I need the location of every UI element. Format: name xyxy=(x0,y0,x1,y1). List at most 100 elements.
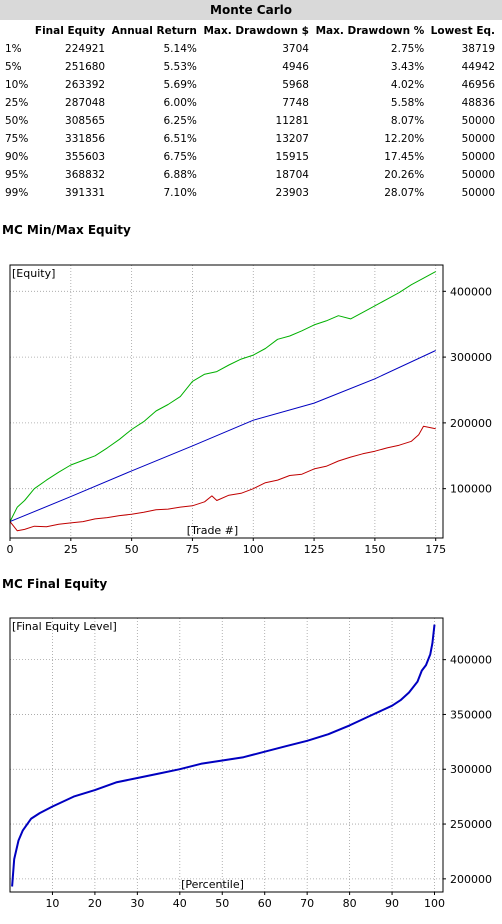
table-cell: 287048 xyxy=(65,97,106,109)
x-tick-label: 50 xyxy=(125,543,139,556)
table-row: 1% 224921 5.14% 3704 2.75% 38719 xyxy=(0,40,498,58)
y-tick-label: 200000 xyxy=(450,417,492,430)
table-header-row: Final Equity Annual Return Max. Drawdown $… xyxy=(0,21,498,40)
x-tick-label: 175 xyxy=(425,543,446,556)
x-tick-label: 20 xyxy=(88,897,102,910)
x-tick-label: 10 xyxy=(45,897,59,910)
x-tick-label: 125 xyxy=(304,543,325,556)
table-cell: 48836 xyxy=(461,97,495,109)
table-row: 10% 263392 5.69% 5968 4.02% 46956 xyxy=(0,76,498,94)
table-cell: 50000 xyxy=(461,187,495,199)
x-tick-label: 80 xyxy=(343,897,357,910)
table-cell: 6.51% xyxy=(163,133,197,145)
table-cell: 6.75% xyxy=(163,151,197,163)
column-header: Final Equity xyxy=(34,24,106,37)
x-tick-label: 70 xyxy=(300,897,314,910)
x-tick-label: 150 xyxy=(364,543,385,556)
table-cell: 17.45% xyxy=(384,151,425,163)
y-tick-label: 300000 xyxy=(450,351,492,364)
table-cell: 6.00% xyxy=(163,97,197,109)
table-row: 99% 391331 7.10% 23903 28.07% 50000 xyxy=(0,184,498,202)
table-cell: 1% xyxy=(5,43,22,55)
table-row: 5% 251680 5.53% 4946 3.43% 44942 xyxy=(0,58,498,76)
table-cell: 44942 xyxy=(461,61,495,73)
table-cell: 25% xyxy=(5,97,29,109)
table-cell: 50% xyxy=(5,115,29,127)
x-tick-label: 75 xyxy=(185,543,199,556)
x-tick-label: 30 xyxy=(130,897,144,910)
x-tick-label: 60 xyxy=(258,897,272,910)
y-axis-label: [Equity] xyxy=(12,267,55,280)
monte-carlo-title: Monte Carlo xyxy=(0,0,502,20)
table-cell: 20.26% xyxy=(384,169,425,181)
table-row: 90% 355603 6.75% 15915 17.45% 50000 xyxy=(0,148,498,166)
table-cell: 10% xyxy=(5,79,29,91)
table-cell: 2.75% xyxy=(390,43,425,55)
plot-area xyxy=(10,265,443,538)
series-line-0 xyxy=(11,624,436,887)
table-cell: 5.69% xyxy=(163,79,197,91)
y-tick-label: 350000 xyxy=(450,708,492,721)
final-equity-title: MC Final Equity xyxy=(2,577,108,591)
table-cell: 12.20% xyxy=(384,133,425,145)
plot-frame xyxy=(9,617,444,893)
series-line-2 xyxy=(9,425,436,532)
y-tick-label: 100000 xyxy=(450,483,492,496)
table-cell: 15915 xyxy=(275,151,309,163)
table-cell: 7.10% xyxy=(163,187,197,199)
monte-carlo-table: Final Equity Annual Return Max. Drawdown $… xyxy=(0,21,498,202)
table-cell: 3704 xyxy=(282,43,309,55)
table-cell: 355603 xyxy=(65,151,106,163)
table-row: 95% 368832 6.88% 18704 20.26% 50000 xyxy=(0,166,498,184)
table-cell: 5968 xyxy=(282,79,309,91)
x-tick-label: 100 xyxy=(424,897,445,910)
y-tick-label: 400000 xyxy=(450,285,492,298)
table-cell: 391331 xyxy=(65,187,106,199)
column-header: Annual Return xyxy=(111,24,197,37)
plot-area xyxy=(10,618,443,892)
table-cell: 8.07% xyxy=(390,115,425,127)
series-line-0 xyxy=(9,271,436,522)
table-cell: 3.43% xyxy=(390,61,425,73)
column-header: Max. Drawdown % xyxy=(315,24,425,37)
table-row: 75% 331856 6.51% 13207 12.20% 50000 xyxy=(0,130,498,148)
series-line-1 xyxy=(9,350,436,523)
column-header: Max. Drawdown $ xyxy=(203,24,309,37)
table-cell: 50000 xyxy=(461,115,495,127)
x-tick-label: 40 xyxy=(173,897,187,910)
y-tick-label: 200000 xyxy=(450,873,492,886)
table-cell: 23903 xyxy=(275,187,309,199)
minmax-equity-chart: 0 25 50 75 100 125 150 175 100000 200000 300000 400… xyxy=(7,264,492,556)
x-tick-label: 50 xyxy=(215,897,229,910)
table-cell: 46956 xyxy=(461,79,495,91)
table-cell: 6.25% xyxy=(163,115,197,127)
plot-frame xyxy=(9,264,444,539)
table-cell: 95% xyxy=(5,169,29,181)
table-cell: 4.02% xyxy=(390,79,425,91)
x-axis-label: [Percentile] xyxy=(181,878,244,891)
column-header: Lowest Eq. xyxy=(430,24,495,37)
final-equity-chart: 10 20 30 40 50 60 70 80 90 100 200000 250000 300000 3… xyxy=(9,617,492,910)
x-tick-label: 0 xyxy=(7,543,14,556)
table-cell: 251680 xyxy=(65,61,106,73)
table-cell: 331856 xyxy=(65,133,106,145)
table-cell: 5% xyxy=(5,61,22,73)
table-cell: 75% xyxy=(5,133,29,145)
table-cell: 5.14% xyxy=(163,43,197,55)
table-cell: 13207 xyxy=(275,133,309,145)
table-cell: 224921 xyxy=(65,43,106,55)
x-tick-label: 25 xyxy=(64,543,78,556)
table-cell: 50000 xyxy=(461,151,495,163)
table-cell: 263392 xyxy=(65,79,106,91)
table-cell: 50000 xyxy=(461,133,495,145)
table-cell: 99% xyxy=(5,187,29,199)
y-tick-label: 300000 xyxy=(450,763,492,776)
table-cell: 11281 xyxy=(275,115,309,127)
table-cell: 6.88% xyxy=(163,169,197,181)
y-tick-label: 250000 xyxy=(450,818,492,831)
table-cell: 5.58% xyxy=(390,97,425,109)
x-tick-label: 100 xyxy=(243,543,264,556)
table-cell: 308565 xyxy=(65,115,106,127)
table-row: 50% 308565 6.25% 11281 8.07% 50000 xyxy=(0,112,498,130)
y-axis-label: [Final Equity Level] xyxy=(12,620,117,633)
